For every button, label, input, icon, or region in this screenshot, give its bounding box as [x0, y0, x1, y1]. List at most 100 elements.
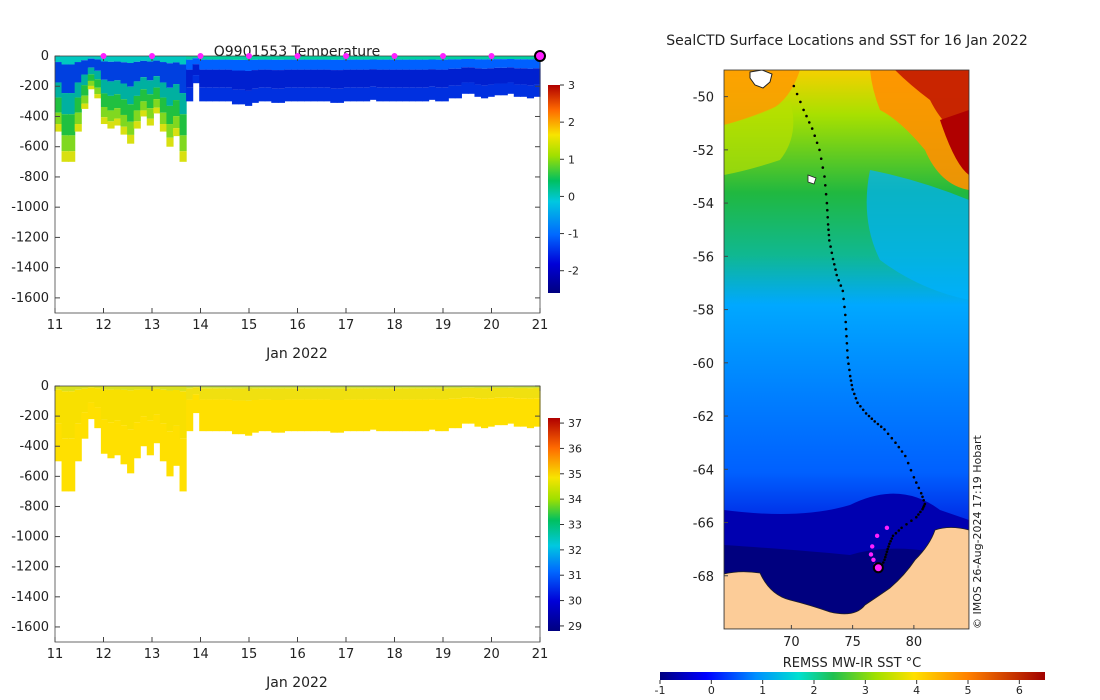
- track-point: [894, 531, 898, 535]
- profile-layer: [133, 422, 141, 459]
- profile-layer: [199, 399, 207, 432]
- profile-layer: [323, 388, 331, 400]
- profile-layer: [179, 114, 187, 136]
- profile-layer: [61, 56, 69, 65]
- profile-layer: [317, 399, 325, 432]
- profile-layer: [382, 87, 390, 102]
- track-point: [851, 388, 854, 391]
- track-point: [873, 420, 876, 423]
- colorbar-tick-label: 36: [568, 442, 582, 455]
- profile-layer: [389, 386, 397, 389]
- track-point: [828, 239, 831, 242]
- profile-column: [146, 386, 154, 456]
- profile-layer: [533, 59, 541, 69]
- profile-layer: [415, 56, 423, 60]
- profile-layer: [317, 386, 325, 389]
- profile-layer: [349, 399, 358, 432]
- profile-layer: [343, 59, 351, 70]
- profile-layer: [192, 394, 200, 414]
- profile-column: [245, 386, 253, 436]
- profile-layer: [94, 59, 102, 71]
- track-point: [827, 233, 831, 237]
- profile-layer: [310, 399, 318, 432]
- profile-layer: [146, 118, 154, 126]
- profile-column: [435, 386, 443, 432]
- profile-layer: [133, 386, 141, 390]
- profile-column: [422, 56, 430, 102]
- profile-layer: [205, 87, 213, 102]
- profile-layer: [428, 59, 436, 70]
- track-point: [888, 542, 891, 546]
- profile-layer: [271, 400, 279, 433]
- track-point: [900, 526, 903, 530]
- profile-column: [330, 56, 338, 103]
- track-point: [831, 257, 835, 261]
- track-point: [842, 297, 845, 301]
- profile-column: [415, 386, 423, 432]
- profile-layer: [245, 70, 253, 91]
- profile-layer: [435, 87, 443, 102]
- colorbar-tick-label: -2: [568, 265, 579, 278]
- profile-layer: [166, 124, 174, 138]
- profile-layer: [74, 112, 82, 125]
- x-tick-label: 19: [435, 647, 452, 662]
- track-point: [826, 208, 829, 212]
- profile-layer: [264, 386, 272, 389]
- profile-layer: [408, 59, 417, 70]
- track-point: [848, 374, 852, 378]
- profile-layer: [520, 398, 528, 427]
- profile-layer: [389, 59, 397, 70]
- profile-column: [107, 386, 115, 459]
- profile-layer: [395, 59, 403, 70]
- profile-layer: [87, 386, 95, 388]
- profile-layer: [251, 388, 259, 400]
- profile-layer: [81, 386, 89, 389]
- profile-layer: [481, 68, 489, 86]
- profile-layer: [507, 59, 515, 68]
- profile-column: [389, 56, 397, 102]
- profile-column: [369, 386, 377, 430]
- profile-layer: [81, 95, 89, 104]
- profile-layer: [205, 388, 213, 400]
- profile-layer: [402, 388, 410, 400]
- track-point: [900, 450, 904, 453]
- x-tick-label: 11: [47, 647, 64, 662]
- track-point: [815, 141, 819, 145]
- profile-layer: [356, 69, 364, 88]
- track-point: [891, 534, 895, 538]
- profile-layer: [454, 388, 462, 399]
- profile-layer: [107, 81, 115, 96]
- profile-layer: [192, 386, 200, 388]
- profile-column: [533, 56, 541, 97]
- map-x-tick-label: 80: [906, 635, 923, 650]
- seal-track: [792, 84, 927, 574]
- profile-layer: [107, 121, 115, 129]
- profile-layer: [461, 56, 469, 60]
- profile-layer: [494, 397, 502, 426]
- profile-column: [179, 56, 187, 162]
- profile-column: [422, 386, 430, 432]
- profile-layer: [494, 387, 502, 398]
- profile-layer: [290, 386, 299, 389]
- sst-colorbar: [660, 672, 1045, 680]
- track-point: [887, 545, 890, 548]
- profile-layer: [231, 386, 240, 389]
- profile-column: [349, 386, 358, 432]
- profile-layer: [225, 87, 233, 102]
- profile-layer: [245, 90, 253, 106]
- profile-column: [363, 56, 371, 102]
- profile-layer: [166, 63, 174, 88]
- profile-layer: [395, 56, 403, 60]
- profile-layer: [310, 388, 318, 400]
- profile-layer: [441, 69, 449, 88]
- profile-column: [402, 56, 410, 102]
- profile-column: [186, 56, 194, 102]
- profile-marker: [149, 53, 155, 59]
- profile-layer: [74, 97, 82, 113]
- profile-layer: [481, 56, 489, 60]
- profile-layer: [356, 87, 364, 102]
- profile-column: [94, 56, 102, 99]
- profile-column: [454, 386, 462, 429]
- profile-layer: [186, 386, 194, 389]
- profile-layer: [494, 56, 502, 60]
